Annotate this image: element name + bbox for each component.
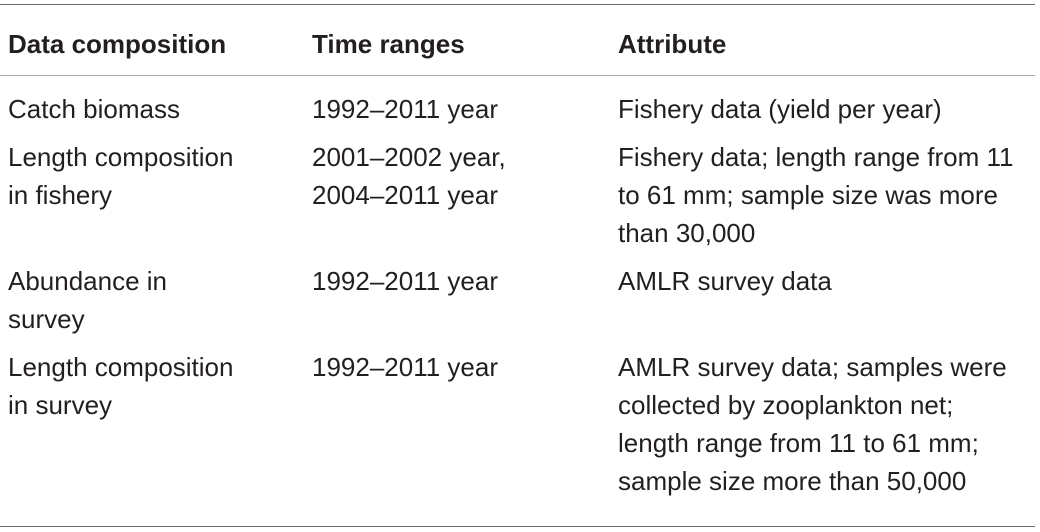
table-row: Length composition in survey 1992–2011 y… xyxy=(0,348,1035,527)
table-row: Abundance in survey 1992–2011 year AMLR … xyxy=(0,262,1035,348)
cell-composition: Length composition in survey xyxy=(0,348,304,527)
data-table: Data composition Time ranges Attribute C… xyxy=(0,4,1035,527)
cell-attribute: AMLR survey data xyxy=(618,266,832,296)
header-row: Data composition Time ranges Attribute xyxy=(0,4,1035,76)
cell-attribute: Fishery data; length range from 11 to 61… xyxy=(618,142,1014,248)
cell-composition: Catch biomass xyxy=(8,94,180,124)
header-attribute: Attribute xyxy=(610,4,1035,76)
header-data-composition: Data composition xyxy=(0,4,304,76)
cell-time-ranges: 1992–2011 year xyxy=(304,348,610,527)
cell-attribute: AMLR survey data; samples were collected… xyxy=(610,348,1035,527)
table-body: Catch biomass 1992–2011 year Fishery dat… xyxy=(0,76,1035,527)
cell-time-ranges: 1992–2011 year xyxy=(312,266,499,296)
cell-time-ranges: 1992–2011 year xyxy=(312,94,499,124)
table-header: Data composition Time ranges Attribute xyxy=(0,4,1035,76)
table-row: Length composition in fishery 2001–2002 … xyxy=(0,138,1035,262)
header-time-ranges: Time ranges xyxy=(304,4,610,76)
cell-composition: Length composition in fishery xyxy=(8,142,234,210)
cell-composition: Abundance in survey xyxy=(8,266,168,334)
cell-time-ranges: 2001–2002 year, 2004–2011 year xyxy=(312,142,506,210)
table-row: Catch biomass 1992–2011 year Fishery dat… xyxy=(0,76,1035,139)
cell-attribute: Fishery data (yield per year) xyxy=(618,94,942,124)
